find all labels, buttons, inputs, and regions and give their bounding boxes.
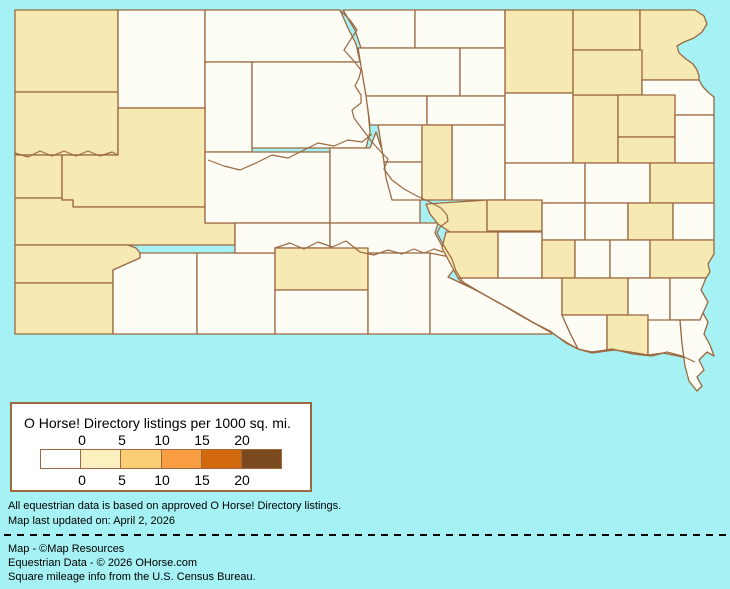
legend-swatch-3 [161, 450, 202, 468]
legend-swatch-5 [241, 450, 282, 468]
county-hutchinson [561, 277, 629, 316]
county-hand [504, 162, 586, 204]
county-hyde [486, 199, 543, 232]
missouri-river [339, 9, 696, 363]
county-brown [504, 9, 574, 94]
county-potter [365, 95, 428, 126]
county-sanborn [584, 202, 629, 241]
county-kingsbury [584, 162, 651, 204]
county-mellette [274, 247, 369, 291]
county-yankton [606, 314, 649, 356]
legend-swatch-0 [41, 450, 82, 468]
county-minnehaha [649, 239, 715, 279]
county-roberts [639, 9, 708, 81]
county-sully-w1 [377, 124, 423, 163]
county-mcpherson [414, 9, 506, 49]
county-faulk-n [426, 95, 506, 126]
dashed-separator [4, 534, 726, 536]
footer-credit-data: Equestrian Data - © 2026 OHorse.com [8, 557, 198, 569]
legend-tick-label: 5 [118, 472, 126, 488]
legend-tick-label: 0 [78, 432, 86, 448]
county-bennett [196, 252, 276, 335]
county-lawrence [14, 154, 63, 199]
county-mccook [609, 239, 651, 279]
county-dewey [251, 61, 371, 149]
county-hamlin [617, 136, 676, 164]
legend-tick-label: 5 [118, 432, 126, 448]
county-aurora [497, 231, 543, 279]
legend-swatch-4 [201, 450, 242, 468]
footer-updated-note: Map last updated on: April 2, 2026 [8, 515, 175, 527]
county-haakon [204, 151, 331, 224]
legend-ticks-above: 0 5 10 15 20 [12, 432, 310, 448]
cheyenne-river [207, 133, 373, 171]
legend-tick-label: 15 [194, 432, 210, 448]
county-jerauld [541, 202, 586, 241]
legend-tick-label: 10 [154, 472, 170, 488]
county-deuel [674, 114, 715, 164]
legend-title: O Horse! Directory listings per 1000 sq.… [24, 415, 291, 431]
county-ziebach [204, 61, 253, 153]
footer-credit-census: Square mileage info from the U.S. Census… [8, 571, 256, 583]
county-butte [14, 91, 119, 156]
county-marshall [572, 9, 641, 51]
county-clark [572, 94, 619, 164]
legend-tick-label: 15 [194, 472, 210, 488]
county-spink [504, 92, 574, 164]
legend: O Horse! Directory listings per 1000 sq.… [10, 402, 312, 492]
county-edmunds [459, 47, 506, 97]
legend-tick-label: 20 [234, 472, 250, 488]
county-brookings [649, 162, 715, 204]
legend-tick-label: 0 [78, 472, 86, 488]
county-hanson [574, 239, 611, 279]
county-union [679, 312, 715, 392]
belle-fourche-river [14, 150, 119, 158]
county-harding [14, 9, 119, 93]
county-todd [274, 289, 369, 335]
county-sully-w2 [383, 161, 423, 201]
county-moody [672, 202, 715, 241]
county-corson [204, 9, 361, 63]
county-fall-river [14, 282, 114, 335]
legend-tick-label: 20 [234, 432, 250, 448]
county-day [572, 49, 643, 96]
county-faulk-s [451, 124, 506, 201]
legend-swatch-1 [81, 450, 122, 468]
county-walworth [357, 47, 461, 97]
county-perkins [117, 9, 206, 109]
county-sully [421, 124, 453, 201]
county-tripp [367, 252, 431, 335]
legend-ticks-below: 0 5 10 15 20 [12, 472, 310, 488]
county-shannon [112, 252, 198, 335]
county-davison [541, 239, 576, 279]
white-river [274, 240, 444, 256]
county-codington [617, 94, 676, 138]
footer-data-note: All equestrian data is based on approved… [8, 500, 342, 512]
county-lake [627, 202, 674, 241]
legend-tick-label: 10 [154, 432, 170, 448]
legend-color-bar [40, 449, 282, 469]
legend-swatch-2 [121, 450, 162, 468]
footer-credit-map: Map - ©Map Resources [8, 543, 125, 555]
